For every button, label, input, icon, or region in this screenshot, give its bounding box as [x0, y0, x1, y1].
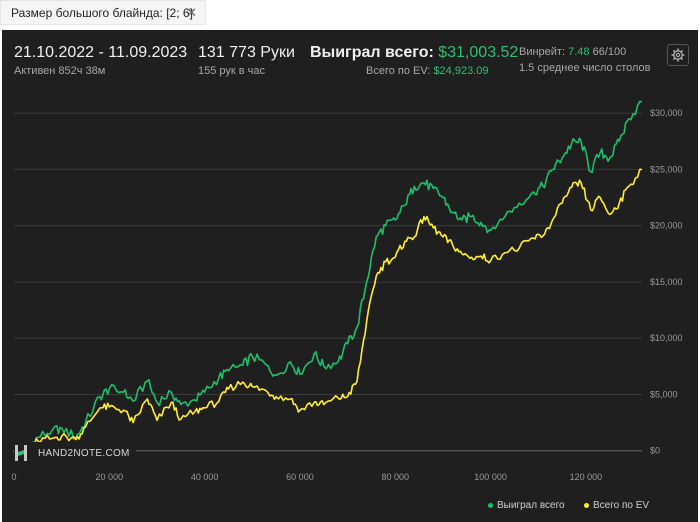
filter-chip-label: Размер большого блайнда: [2; 6]: [11, 5, 193, 20]
winrate-value: 7.48: [568, 46, 590, 58]
watermark-text: HAND2NOTE.COM: [38, 447, 130, 459]
filter-chip-big-blind[interactable]: Размер большого блайнда: [2; 6] ✕: [0, 0, 206, 25]
y-tick-label: $15,000: [650, 277, 683, 287]
won-total-label: Выиграл всего:: [310, 44, 434, 61]
winrate: Винрейт: 7.48 66/100: [519, 46, 626, 58]
won-total: Выиграл всего: $31,003.52: [310, 44, 518, 62]
watermark: HAND2NOTE.COM: [14, 442, 136, 464]
ev-total-value: $24,923.09: [433, 65, 489, 77]
legend-item-ev[interactable]: Всего по EV: [584, 500, 649, 511]
hands-count: 131 773 Руки: [198, 44, 295, 61]
date-range: 21.10.2022 - 11.09.2023: [14, 44, 188, 61]
x-tick-label: 40 000: [191, 472, 219, 482]
x-tick-label: 0: [11, 472, 16, 482]
x-tick-label: 80 000: [381, 472, 409, 482]
y-tick-label: $20,000: [650, 221, 683, 231]
active-time: Активен 852ч 38м: [14, 65, 106, 77]
close-icon[interactable]: ✕: [186, 5, 197, 20]
ev-total-label: Всего по EV:: [366, 65, 431, 77]
h2n-logo-icon: [15, 445, 27, 461]
y-tick-label: $5,000: [650, 389, 678, 399]
ev-total: Всего по EV: $24,923.09: [366, 65, 488, 77]
x-tick-label: 120 000: [570, 472, 603, 482]
y-tick-label: $0: [650, 446, 660, 456]
legend-dot-won: [488, 503, 493, 508]
won-total-value: $31,003.52: [438, 44, 519, 61]
winrate-hands: 66/100: [592, 46, 627, 58]
legend-label-ev: Всего по EV: [593, 500, 650, 511]
y-tick-label: $30,000: [650, 108, 683, 118]
x-tick-label: 20 000: [96, 472, 124, 482]
hands-per-hour: 155 рук в час: [198, 65, 266, 77]
legend-item-won[interactable]: Выиграл всего: [488, 500, 565, 511]
filter-bar: Размер большого блайнда: [2; 6] ✕: [0, 0, 700, 30]
graph-panel: 21.10.2022 - 11.09.2023 Активен 852ч 38м…: [2, 30, 698, 522]
y-tick-label: $10,000: [650, 333, 683, 343]
series-line-ev: [13, 168, 642, 455]
x-tick-label: 100 000: [474, 472, 507, 482]
x-tick-label: 60 000: [286, 472, 314, 482]
legend-dot-ev: [584, 503, 589, 508]
series-line-won: [13, 100, 643, 452]
legend-label-won: Выиграл всего: [497, 500, 565, 511]
winrate-label: Винрейт:: [519, 46, 566, 58]
avg-tables: 1.5 среднее число столов: [519, 62, 651, 74]
y-tick-label: $25,000: [650, 164, 683, 174]
gear-icon[interactable]: [667, 44, 689, 66]
profit-chart: 0 20 000 40 000 60 000 80 000 100 000 120 000 …: [11, 100, 683, 482]
